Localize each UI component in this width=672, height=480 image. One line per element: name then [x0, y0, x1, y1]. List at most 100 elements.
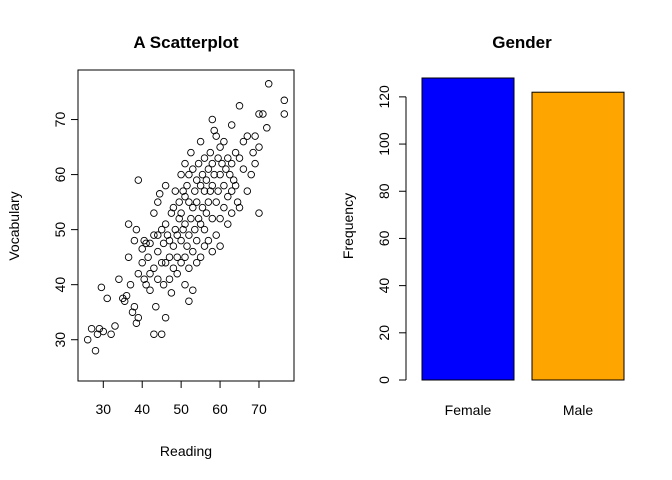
scatter-point-159 [247, 170, 255, 179]
scatter-point-64 [171, 225, 180, 234]
scatter-point-156 [239, 165, 248, 173]
scatter-point-148 [229, 176, 238, 184]
scatter-point-147 [227, 209, 236, 217]
scatter-y-tick-label-3: 60 [52, 167, 68, 183]
scatter-point-55 [165, 236, 174, 245]
scatter-point-17 [128, 308, 137, 316]
scatter-point-144 [227, 121, 236, 129]
scatter-point-155 [239, 137, 248, 146]
bar-category-label-male: Male [563, 402, 594, 418]
scatter-point-138 [220, 203, 228, 212]
scatter-point-43 [154, 275, 162, 283]
scatter-point-59 [167, 289, 176, 297]
scatter-point-111 [200, 242, 209, 250]
scatter-point-107 [198, 203, 207, 212]
scatter-point-100 [194, 159, 203, 168]
scatter-point-126 [212, 132, 220, 140]
scatter-point-120 [208, 159, 217, 168]
scatter-point-48 [159, 239, 168, 248]
gender-bar-panel: Gender 0 20 40 60 80 100 120 Female Male Freque… [340, 33, 625, 418]
scatter-point-41 [154, 231, 162, 239]
scatter-point-140 [224, 154, 232, 162]
bar-y-tick-label-0: 0 [376, 376, 392, 384]
scatter-point-121 [208, 181, 217, 190]
bar-female [421, 77, 515, 381]
scatter-point-95 [191, 225, 199, 234]
scatter-point-39 [152, 302, 160, 311]
scatter-point-152 [235, 102, 244, 110]
scatter-point-113 [202, 209, 211, 217]
scatter-point-6 [99, 327, 108, 336]
bar-category-label-female: Female [445, 402, 492, 418]
scatter-point-103 [196, 181, 205, 190]
scatter-x-tick-label-3: 60 [212, 401, 228, 417]
scatter-point-161 [251, 132, 259, 140]
scatter-point-60 [169, 203, 178, 212]
scatter-point-85 [185, 231, 193, 239]
scatter-point-14 [124, 253, 133, 261]
bar-y-tick-label-5: 100 [376, 132, 392, 156]
scatter-point-65 [173, 253, 181, 261]
scatter-point-2 [91, 346, 100, 355]
scatter-point-62 [169, 264, 178, 272]
scatter-point-44 [155, 190, 164, 198]
scatter-point-119 [208, 115, 217, 124]
scatter-point-89 [187, 148, 195, 157]
scatter-point-134 [216, 242, 224, 250]
scatter-point-151 [233, 198, 242, 206]
scatter-point-15 [124, 220, 133, 228]
scatter-y-axis: 30 40 50 60 70 [52, 112, 79, 348]
scatter-point-23 [134, 269, 143, 278]
scatter-point-0 [83, 335, 92, 344]
scatter-point-13 [122, 291, 131, 300]
scatter-point-32 [146, 239, 154, 248]
scatter-point-102 [196, 137, 205, 146]
scatter-point-51 [161, 181, 170, 190]
scatter-point-21 [132, 319, 141, 327]
scatter-point-77 [181, 192, 189, 201]
scatter-point-106 [198, 170, 207, 179]
scatter-point-112 [202, 176, 211, 184]
scatter-x-axis: 30 40 50 60 70 [96, 380, 267, 417]
scatter-point-93 [189, 286, 197, 294]
scatter-point-157 [243, 132, 252, 140]
scatter-point-12 [120, 297, 129, 305]
scatter-point-16 [126, 280, 135, 289]
scatter-point-146 [227, 187, 236, 195]
scatter-point-162 [251, 159, 259, 168]
bar-title: Gender [492, 33, 552, 52]
scatter-point-24 [134, 313, 143, 322]
scatter-point-49 [159, 280, 168, 289]
scatter-point-99 [192, 258, 201, 267]
scatter-point-131 [216, 143, 224, 151]
scatter-point-160 [249, 148, 257, 157]
scatter-point-18 [130, 236, 139, 245]
scatter-point-153 [235, 154, 244, 162]
scatter-point-25 [138, 245, 146, 253]
scatter-point-87 [185, 297, 193, 305]
scatter-point-149 [231, 148, 240, 157]
scatter-point-50 [161, 220, 170, 228]
scatter-point-56 [165, 253, 174, 261]
scatter-point-66 [173, 269, 181, 278]
scatter-point-96 [192, 176, 201, 184]
scatter-point-118 [206, 187, 215, 195]
scatter-y-tick-label-1: 40 [52, 277, 68, 293]
scatter-point-20 [132, 225, 141, 234]
scatter-point-1 [87, 324, 96, 333]
scatter-title: A Scatterplot [133, 33, 239, 52]
scatter-point-145 [227, 159, 236, 168]
scatter-x-tick-label-4: 70 [251, 401, 267, 417]
scatter-point-83 [185, 170, 193, 179]
scatter-point-129 [214, 154, 222, 162]
scatter-y-tick-label-0: 30 [52, 332, 68, 348]
scatter-point-22 [134, 176, 143, 184]
scatter-point-52 [161, 258, 170, 267]
scatter-point-45 [157, 258, 166, 267]
scatter-point-97 [192, 198, 201, 206]
scatter-point-38 [150, 330, 158, 338]
scatter-point-109 [200, 187, 209, 195]
scatter-point-31 [144, 253, 152, 261]
scatter-point-101 [194, 214, 203, 223]
scatter-point-88 [187, 214, 195, 223]
